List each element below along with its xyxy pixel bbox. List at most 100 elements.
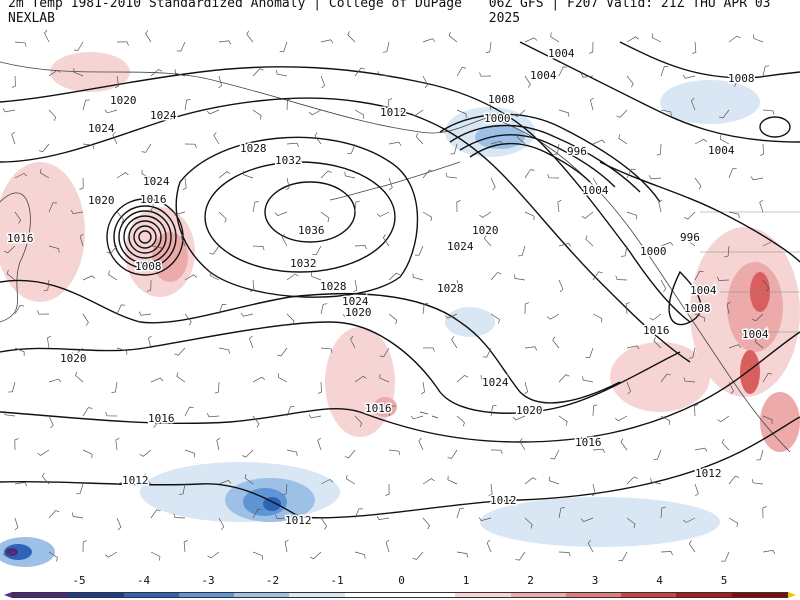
wind-barb xyxy=(14,482,28,487)
wind-barb xyxy=(75,371,84,383)
wind-barb xyxy=(751,478,764,485)
wind-barb xyxy=(347,31,356,43)
colorbar-segment xyxy=(731,593,787,597)
wind-barb xyxy=(382,41,390,53)
isobar-1008 xyxy=(113,205,177,269)
isobar-label: 1024 xyxy=(143,175,170,188)
wind-barb xyxy=(218,517,225,531)
wind-barb xyxy=(694,447,708,452)
wind-barb xyxy=(14,173,28,179)
colorbar-segment xyxy=(399,593,456,597)
wind-barb xyxy=(388,177,393,191)
isobar-label: 1028 xyxy=(437,282,464,295)
wind-barb xyxy=(524,169,535,179)
wind-barb xyxy=(252,68,264,77)
wind-barb xyxy=(485,41,492,54)
wind-barb xyxy=(694,483,699,497)
wind-barb xyxy=(592,404,598,417)
wind-barb xyxy=(286,142,300,147)
isobar-label: 1016 xyxy=(7,232,34,245)
isobar-label: 1024 xyxy=(447,240,474,253)
colorbar-segment xyxy=(676,593,732,597)
wind-barb xyxy=(150,245,163,252)
wind-barb xyxy=(104,109,118,114)
wind-barb xyxy=(354,415,363,428)
wind-barb xyxy=(209,271,220,281)
wind-barb xyxy=(150,551,161,561)
wind-barb xyxy=(478,517,492,522)
wind-barb xyxy=(308,109,322,116)
isobar-label: 1008 xyxy=(684,302,711,315)
wind-barb xyxy=(206,109,220,115)
coastline xyxy=(0,61,491,134)
wind-barb xyxy=(482,347,492,358)
wind-barb xyxy=(456,200,461,213)
wind-barb xyxy=(728,211,740,219)
state-borders xyxy=(700,211,800,333)
colorbar-tick-label: -2 xyxy=(265,574,280,587)
wind-barb xyxy=(660,415,671,425)
wind-barb xyxy=(172,211,186,216)
wind-barb xyxy=(105,551,118,558)
wind-barb xyxy=(580,73,594,78)
wind-barb xyxy=(242,449,254,458)
wind-barb xyxy=(379,374,390,383)
wind-barb xyxy=(213,132,220,145)
wind-barb xyxy=(479,72,492,77)
wind-barb xyxy=(658,199,663,213)
wind-barb xyxy=(524,381,529,395)
wind-barb xyxy=(48,202,57,213)
coastline xyxy=(0,192,31,323)
wind-barb xyxy=(116,480,130,485)
wind-barb xyxy=(618,134,628,145)
wind-barb xyxy=(558,242,572,247)
wind-barb xyxy=(513,109,526,118)
wind-barb xyxy=(726,301,731,315)
wind-barb xyxy=(721,438,730,451)
wind-barb xyxy=(277,373,288,383)
wind-barb xyxy=(286,98,292,111)
wind-barb xyxy=(106,245,118,254)
wind-barb xyxy=(415,245,424,256)
wind-barb xyxy=(728,475,740,485)
wind-barb xyxy=(105,411,118,417)
wind-barb xyxy=(209,245,220,255)
wind-barb xyxy=(724,245,730,258)
wind-barb xyxy=(354,109,365,119)
wind-barb xyxy=(388,449,401,456)
colorbar-tick-label: 4 xyxy=(656,574,663,587)
wind-barb xyxy=(284,539,289,553)
wind-barb xyxy=(558,374,570,383)
isobar-1008-gulf xyxy=(439,113,661,203)
wind-barb xyxy=(139,449,152,457)
wind-barb xyxy=(3,410,16,417)
wind-barb xyxy=(320,75,326,89)
wind-barb xyxy=(762,506,767,519)
wind-barb xyxy=(43,279,50,292)
colorbar-segment xyxy=(621,593,677,597)
wind-barb xyxy=(388,405,396,417)
wind-barb xyxy=(218,347,230,354)
wind-barb xyxy=(184,449,195,458)
wind-barb xyxy=(71,512,84,519)
isobar-label: 1004 xyxy=(548,47,575,60)
isobar-label: 1012 xyxy=(122,474,149,487)
wind-barb xyxy=(79,233,84,247)
wind-barb xyxy=(660,373,671,383)
wind-barb xyxy=(38,143,50,153)
colorbar-min-arrow xyxy=(4,592,12,598)
isobar-1000-gulf xyxy=(459,134,616,188)
wind-barb xyxy=(82,449,93,459)
wind-barb xyxy=(277,347,288,357)
wind-barb xyxy=(759,199,764,213)
wind-barb xyxy=(82,275,96,281)
wind-barb xyxy=(176,372,186,383)
wind-barb xyxy=(524,75,531,88)
isobar-label: 1024 xyxy=(342,295,369,308)
isobar-low xyxy=(138,230,152,244)
wind-barb xyxy=(150,509,161,519)
wind-barb xyxy=(660,109,672,116)
wind-barb xyxy=(286,273,299,281)
wind-barb xyxy=(412,273,424,281)
wind-barb xyxy=(376,515,390,520)
